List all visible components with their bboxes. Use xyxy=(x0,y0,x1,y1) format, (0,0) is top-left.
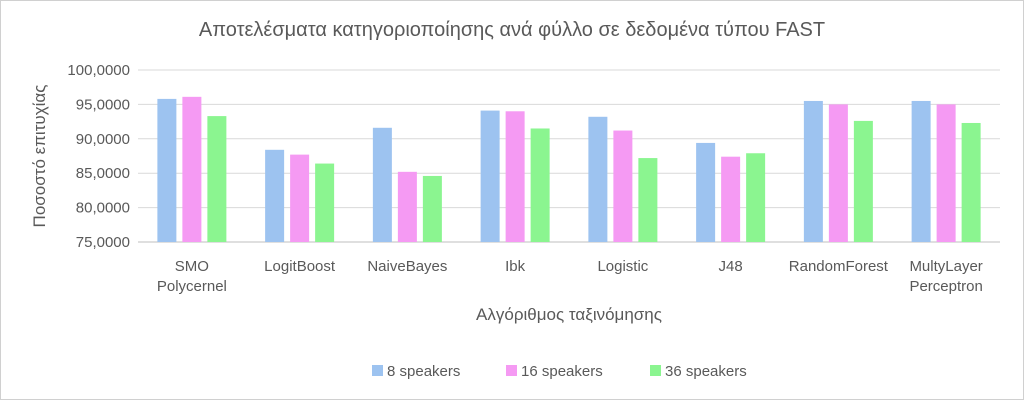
bar xyxy=(803,100,823,243)
bar xyxy=(613,130,633,242)
bar xyxy=(936,104,956,243)
bar xyxy=(207,116,227,242)
bar xyxy=(828,104,848,243)
y-tick-label: 85,0000 xyxy=(76,165,130,182)
bars xyxy=(157,96,981,243)
chart-title: Αποτελέσματα κατηγοριοποίησης ανά φύλλο … xyxy=(198,19,826,41)
y-tick-labels: 75,0000 80,0000 85,0000 90,0000 95,0000 100,0… xyxy=(67,62,130,251)
bar xyxy=(157,98,177,243)
bar xyxy=(961,122,981,242)
bar xyxy=(315,163,335,242)
x-tick-label: Logistic xyxy=(597,258,648,275)
bar xyxy=(480,110,500,242)
x-tick-label: Ibk xyxy=(505,258,526,275)
legend-label: 16 speakers xyxy=(521,363,603,380)
y-tick-label: 100,0000 xyxy=(67,62,130,79)
bar xyxy=(182,96,202,242)
bar xyxy=(721,156,741,242)
legend-swatch xyxy=(650,365,661,376)
x-tick-label: Polycernel xyxy=(157,278,227,295)
bar xyxy=(911,100,931,243)
legend-swatch xyxy=(506,365,517,376)
y-tick-label: 90,0000 xyxy=(76,131,130,148)
x-tick-label: MultyLayer xyxy=(909,258,982,275)
legend-label: 36 speakers xyxy=(665,363,747,380)
x-tick-label: Perceptron xyxy=(909,278,982,295)
x-tick-label: SMO xyxy=(175,258,209,275)
legend-label: 8 speakers xyxy=(387,363,460,380)
x-axis-title: Αλγόριθμος ταξινόμησης xyxy=(476,305,662,324)
bar xyxy=(853,120,873,242)
x-tick-label: RandomForest xyxy=(789,258,889,275)
x-tick-labels: SMO Polycernel LogitBoost NaiveBayes Ibk Logi… xyxy=(157,258,983,295)
bar xyxy=(265,149,285,242)
legend: 8 speakers 16 speakers 36 speakers xyxy=(372,363,747,380)
bar xyxy=(397,171,417,242)
bar xyxy=(422,175,442,242)
bar xyxy=(746,153,766,242)
y-axis-title: Ποσοστό επιτυχίας xyxy=(30,85,49,228)
y-tick-label: 80,0000 xyxy=(76,200,130,217)
bar xyxy=(372,127,392,242)
bar xyxy=(505,111,525,242)
bar xyxy=(588,116,608,242)
bar xyxy=(696,142,716,242)
y-tick-label: 75,0000 xyxy=(76,234,130,251)
legend-swatch xyxy=(372,365,383,376)
y-tick-label: 95,0000 xyxy=(76,96,130,113)
bar xyxy=(638,158,658,242)
x-tick-label: J48 xyxy=(719,258,743,275)
bar xyxy=(530,128,550,242)
x-tick-label: LogitBoost xyxy=(264,258,336,275)
x-tick-label: NaiveBayes xyxy=(367,258,447,275)
bar xyxy=(290,154,310,242)
